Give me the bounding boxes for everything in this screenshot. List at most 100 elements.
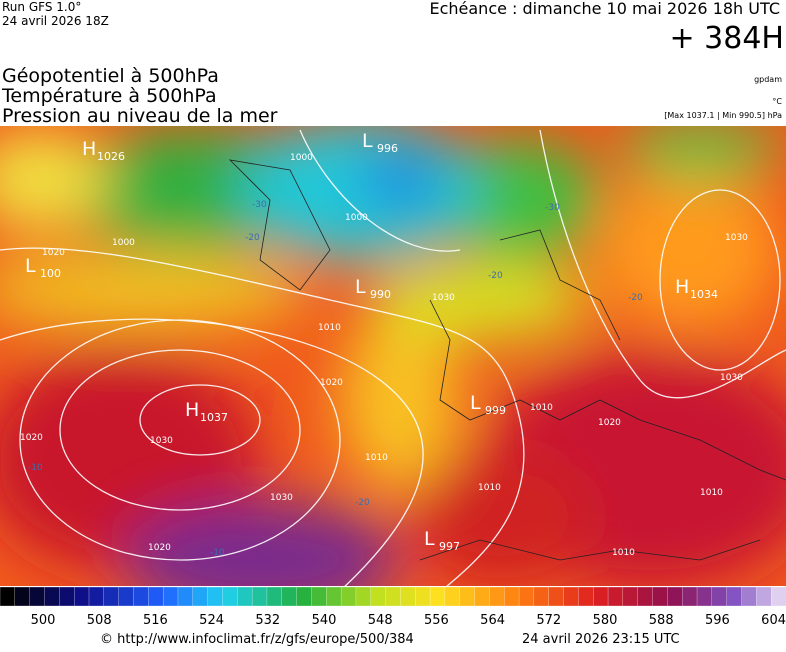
colorbar-cell — [578, 586, 594, 607]
isobar-label: 1020 — [148, 543, 171, 553]
colorbar-cell — [593, 586, 609, 607]
colorbar-cell — [266, 586, 283, 607]
colorbar-cell — [222, 586, 238, 607]
isobar-label: 1030 — [432, 293, 455, 303]
colorbar-cell — [148, 586, 164, 607]
colorbar-cell — [44, 586, 60, 607]
unit: [Max 1037.1 | Min 990.5] hPa — [664, 111, 782, 120]
colorbar-label: 548 — [368, 613, 393, 628]
colorbar-cell — [429, 586, 446, 607]
colorbar-cell — [385, 586, 402, 607]
colorbar-cell — [370, 586, 387, 607]
colorbar-label: 500 — [31, 613, 56, 628]
colorbar-cell — [563, 586, 580, 607]
center-value: 100 — [40, 267, 61, 280]
temperature-label: -10 — [28, 463, 43, 473]
issued: 24 avril 2026 23:15 UTC — [522, 632, 680, 647]
center-letter: H — [82, 138, 96, 160]
field: Géopotentiel à 500hPa — [2, 65, 219, 87]
colorbar-cell — [652, 586, 669, 607]
colorbar-label: 564 — [480, 613, 505, 628]
center-letter: H — [185, 399, 199, 421]
center-value: 997 — [439, 540, 460, 553]
colorbar-cell — [771, 586, 786, 607]
colorbar-cell — [548, 586, 565, 607]
center-letter: H — [675, 276, 689, 298]
isobar-label: 1010 — [478, 483, 501, 493]
colorbar-cell — [326, 586, 342, 607]
center-value: 1026 — [97, 150, 125, 163]
colorbar-label: 572 — [536, 613, 561, 628]
center-letter: L — [25, 255, 36, 277]
colorbar-cell — [726, 586, 743, 607]
colorbar-label: 508 — [87, 613, 112, 628]
center-value: 1037 — [200, 411, 228, 424]
colorbar-cell — [296, 586, 313, 607]
temperature-label: -20 — [628, 293, 643, 303]
colorbar-cell — [59, 586, 75, 607]
colorbar-cell — [251, 586, 268, 607]
colorbar-cell — [489, 586, 505, 607]
temperature-label: -30 — [545, 203, 560, 213]
colorbar-cell — [88, 586, 105, 607]
field: Pression au niveau de la mer — [2, 105, 278, 127]
colorbar-cell — [311, 586, 327, 607]
colorbar-cell — [133, 586, 149, 607]
isobar-label: 1010 — [612, 548, 635, 558]
colorbar-cell — [474, 586, 491, 607]
colorbar-cell — [74, 586, 90, 607]
colorbar-label: 524 — [199, 613, 224, 628]
temperature-label: -20 — [355, 498, 370, 508]
isobar-label: 1010 — [530, 403, 553, 413]
unit: °C — [772, 97, 782, 106]
temperature-label: -10 — [210, 548, 225, 558]
colorbar-label: 596 — [705, 613, 730, 628]
colorbar-cell — [504, 586, 520, 607]
colorbar-cell — [177, 586, 194, 607]
colorbar-label: 556 — [424, 613, 449, 628]
colorbar-label: 516 — [143, 613, 168, 628]
colorbar-cell — [340, 586, 357, 607]
colorbar-cell — [711, 586, 728, 607]
colorbar-cell — [696, 586, 713, 607]
colorbar-cell — [355, 586, 372, 607]
colorbar-cell — [0, 586, 16, 607]
source: © http://www.infoclimat.fr/z/gfs/europe/… — [100, 632, 414, 647]
colorbar-cell — [459, 586, 476, 607]
colorbar-cell — [607, 586, 624, 607]
isobar-label: 1020 — [42, 248, 65, 258]
colorbar-cell — [162, 586, 179, 607]
isobar-label: 1030 — [725, 233, 748, 243]
colorbar-cell — [118, 586, 135, 607]
colorbar-label: 532 — [255, 613, 280, 628]
colorbar-cell — [14, 586, 31, 607]
colorbar-cell — [682, 586, 698, 607]
center-value: 1034 — [690, 288, 718, 301]
colorbar-cell — [415, 586, 431, 607]
run-date: 24 avril 2026 18Z — [2, 14, 109, 28]
isobar-label: 1020 — [20, 433, 43, 443]
isobar-label: 1030 — [270, 493, 293, 503]
colorbar-label: 580 — [593, 613, 618, 628]
center-value: 990 — [370, 288, 391, 301]
center-letter: L — [424, 528, 435, 550]
isobar-label: 1030 — [720, 373, 743, 383]
isobar-label: 1020 — [598, 418, 621, 428]
colorbar-cell — [667, 586, 683, 607]
field: Température à 500hPa — [1, 85, 217, 107]
isobar-label: 1000 — [112, 238, 135, 248]
colorbar-label: 588 — [649, 613, 674, 628]
lead-time: + 384H — [670, 21, 785, 56]
colorbar-label: 604 — [761, 613, 786, 628]
colorbar-cell — [444, 586, 461, 607]
isobar-label: 1000 — [290, 153, 313, 163]
colorbar-cell — [518, 586, 535, 607]
center-value: 999 — [485, 404, 506, 417]
colorbar-cell — [207, 586, 224, 607]
center-value: 996 — [377, 142, 398, 155]
temperature-label: -20 — [488, 271, 503, 281]
colorbar-label: 540 — [312, 613, 337, 628]
colorbar-cell — [741, 586, 757, 607]
colorbar-cell — [400, 586, 416, 607]
